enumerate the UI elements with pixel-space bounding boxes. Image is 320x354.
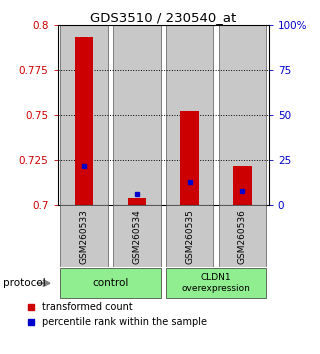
Bar — [233, 166, 252, 205]
Text: GSM260534: GSM260534 — [132, 209, 141, 264]
Text: GSM260536: GSM260536 — [238, 209, 247, 264]
Text: CLDN1
overexpression: CLDN1 overexpression — [181, 274, 251, 293]
Title: GDS3510 / 230540_at: GDS3510 / 230540_at — [90, 11, 236, 24]
Bar — [219, 25, 266, 205]
Bar — [60, 205, 108, 267]
Bar — [219, 205, 266, 267]
Bar — [113, 25, 161, 205]
Bar — [75, 38, 93, 205]
Bar — [180, 112, 199, 205]
Bar — [60, 25, 108, 205]
Text: transformed count: transformed count — [43, 302, 133, 312]
Bar — [166, 268, 266, 298]
Bar — [166, 205, 213, 267]
Text: protocol: protocol — [3, 278, 46, 288]
Text: control: control — [92, 278, 129, 288]
Bar — [60, 268, 161, 298]
Text: percentile rank within the sample: percentile rank within the sample — [43, 317, 207, 327]
Bar — [113, 205, 161, 267]
Text: GSM260533: GSM260533 — [79, 209, 89, 264]
Bar — [166, 25, 213, 205]
Bar — [128, 198, 146, 205]
Text: GSM260535: GSM260535 — [185, 209, 194, 264]
